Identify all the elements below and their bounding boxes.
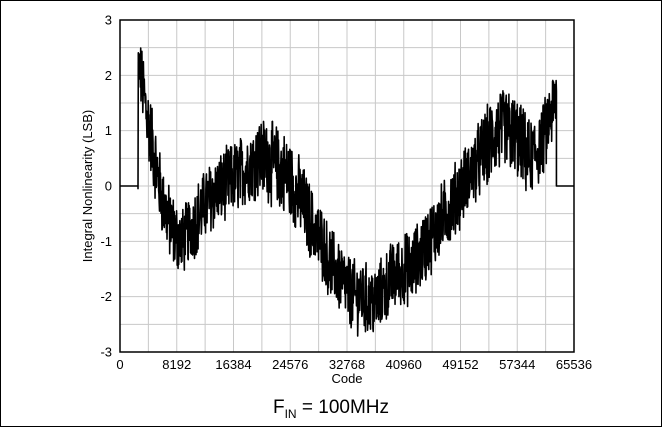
x-tick-label: 57344 [499, 357, 535, 372]
plot-border [119, 19, 575, 353]
x-tick-labels: 0 8192 16384 24576 32768 40960 49152 57344 65536 [116, 357, 592, 372]
y-tick-label: 0 [105, 179, 112, 194]
x-tick-label: 65536 [556, 357, 592, 372]
y-tick-label: -3 [100, 345, 112, 360]
caption-prefix: F [272, 397, 285, 418]
x-tick-label: 40960 [386, 357, 422, 372]
x-tick-label: 0 [116, 357, 123, 372]
x-tick-label: 24576 [272, 357, 308, 372]
y-tick-labels: -3 -2 -1 0 1 2 3 [100, 13, 112, 360]
y-tick-label: 1 [105, 123, 112, 138]
y-axis-title: Integral Nonlinearity (LSB) [80, 110, 95, 262]
inl-noise-band [120, 47, 574, 337]
y-tick-label: -2 [100, 289, 112, 304]
caption-subscript: IN [284, 406, 297, 421]
y-tick-label: 3 [105, 13, 112, 28]
grid-lines [120, 20, 574, 352]
caption-suffix: = 100MHz [296, 397, 389, 418]
x-tick-label: 49152 [442, 357, 478, 372]
y-tick-label: 2 [105, 68, 112, 83]
y-tick-label: -1 [100, 234, 112, 249]
x-tick-label: 16384 [215, 357, 251, 372]
inl-trace [120, 47, 574, 337]
chart-caption: FIN = 100MHz [0, 397, 662, 421]
x-tick-label: 32768 [329, 357, 365, 372]
plot-area [119, 19, 575, 353]
x-axis-title: Code [331, 371, 362, 386]
x-tick-label: 8192 [162, 357, 191, 372]
